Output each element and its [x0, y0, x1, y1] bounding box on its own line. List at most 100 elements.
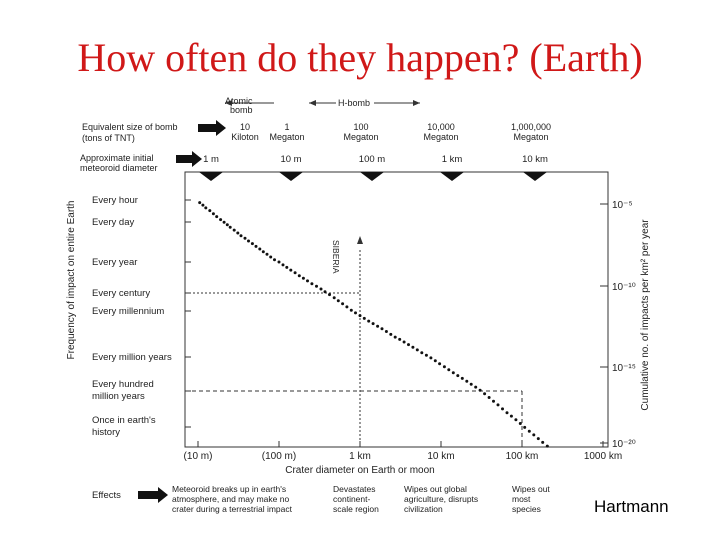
meteoroid-tick-marker — [279, 172, 303, 181]
y-right-axis-label: Cumulative no. of impacts per km² per ye… — [640, 219, 651, 411]
data-point — [541, 440, 545, 444]
meteoroid-tick-marker — [360, 172, 384, 181]
x-tick-label: 100 km — [506, 451, 539, 462]
data-point — [367, 319, 371, 323]
data-point — [424, 353, 428, 357]
meteoroid-tick-marker — [199, 172, 223, 181]
y-right-tick-label: 10⁻¹⁵ — [612, 363, 636, 374]
y-left-tick-label: Every hour — [92, 195, 138, 206]
bomb-tick-label: Megaton — [343, 132, 378, 142]
data-point — [389, 332, 393, 336]
data-point — [509, 414, 513, 418]
data-point — [258, 247, 262, 251]
effect-label: Meteoroid breaks up in earth's — [172, 484, 286, 494]
data-point — [301, 276, 305, 280]
data-point — [211, 212, 215, 216]
effect-label: species — [512, 504, 541, 514]
data-point — [514, 418, 518, 422]
data-point — [545, 444, 549, 448]
data-point — [201, 203, 205, 207]
data-point — [447, 368, 451, 372]
bomb-tick-label: 10 — [240, 122, 250, 132]
data-point — [354, 311, 357, 315]
data-point — [460, 376, 464, 380]
data-point — [198, 201, 202, 205]
data-point — [420, 351, 424, 355]
data-point — [393, 335, 397, 339]
data-point — [398, 337, 402, 341]
data-point — [536, 437, 540, 441]
data-point — [376, 324, 380, 328]
data-point — [345, 305, 349, 309]
data-point — [219, 218, 223, 222]
bomb-tick-label: Megaton — [269, 132, 304, 142]
meteoroid-tick-label: 100 m — [359, 154, 385, 165]
data-point — [456, 374, 460, 378]
meteoroid-tick-label: 10 m — [280, 154, 301, 165]
bomb-tick-label: 1,000,000 — [511, 122, 551, 132]
data-point — [236, 231, 240, 235]
data-point — [429, 356, 433, 360]
data-point — [483, 392, 487, 396]
data-point — [285, 265, 289, 269]
data-point — [293, 271, 297, 275]
data-point — [228, 225, 232, 229]
data-point — [269, 255, 273, 259]
bomb-tick-label: Megaton — [423, 132, 458, 142]
data-point — [281, 263, 285, 267]
data-point — [518, 422, 522, 425]
data-point — [433, 359, 437, 363]
effect-label: agriculture, disrupts — [404, 494, 478, 504]
effect-label: most — [512, 494, 531, 504]
data-point — [349, 308, 353, 312]
slide-title: How often do they happen? (Earth) — [77, 35, 643, 80]
meteoroid-axis-label: meteoroid diameter — [80, 163, 158, 173]
data-point — [341, 302, 345, 306]
effect-label: Devastates — [333, 484, 376, 494]
bomb-axis-label: Equivalent size of bomb — [82, 122, 178, 132]
y-right-tick-label: 10⁻¹⁰ — [612, 282, 636, 293]
x-tick-label: 1 km — [349, 451, 371, 462]
meteoroid-tick-marker — [523, 172, 547, 181]
data-point — [358, 314, 362, 318]
bomb-tick-label: Kiloton — [231, 132, 259, 142]
meteoroid-tick-label: 10 km — [522, 154, 548, 165]
data-point — [469, 382, 473, 386]
meteoroid-tick-label: 1 km — [442, 154, 463, 165]
data-point — [261, 250, 265, 254]
data-point — [487, 396, 491, 399]
data-point — [265, 252, 269, 256]
meteoroid-tick-marker — [440, 172, 464, 181]
data-point — [225, 223, 229, 227]
data-point — [232, 228, 236, 232]
data-point — [315, 284, 318, 288]
meteoroid-axis-label: Approximate initial — [80, 153, 154, 163]
data-point — [362, 316, 366, 320]
effect-label: scale region — [333, 504, 379, 514]
y-left-tick-label: Every day — [92, 217, 134, 228]
data-point — [384, 330, 388, 333]
y-left-tick-label: history — [92, 427, 120, 438]
data-point — [407, 343, 410, 347]
data-point — [208, 209, 212, 213]
effects-arrow — [138, 487, 168, 503]
data-point — [247, 239, 250, 243]
meteoroid-axis-arrow — [176, 151, 202, 167]
data-point — [306, 279, 309, 283]
data-point — [451, 371, 455, 375]
effects-label: Effects — [92, 490, 121, 501]
data-point — [380, 327, 384, 331]
x-axis-label: Crater diameter on Earth or moon — [285, 465, 435, 476]
bomb-header-label: Atomic — [225, 96, 253, 106]
data-point — [336, 299, 340, 303]
data-point — [310, 282, 314, 286]
data-point — [465, 379, 469, 383]
effect-label: crater during a terrestrial impact — [172, 504, 293, 514]
bomb-axis-label: (tons of TNT) — [82, 133, 135, 143]
effect-label: atmosphere, and may make no — [172, 494, 289, 504]
meteoroid-tick-label: 1 m — [203, 154, 219, 165]
data-point — [523, 425, 527, 429]
siberia-arrowhead — [357, 236, 363, 244]
data-point — [250, 242, 254, 246]
y-left-tick-label: Every hundred — [92, 379, 154, 390]
